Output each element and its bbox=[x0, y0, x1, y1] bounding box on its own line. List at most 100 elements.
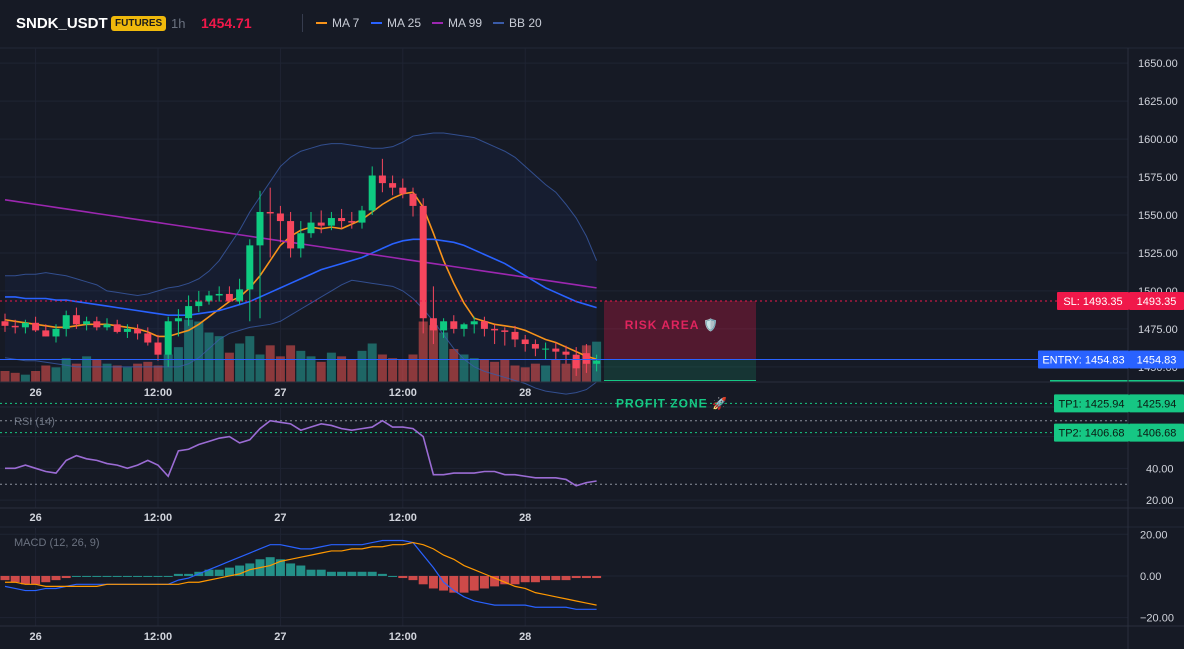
macd-histogram-bar bbox=[184, 573, 194, 576]
time-tick-label: 26 bbox=[29, 512, 41, 524]
candle-body bbox=[83, 321, 91, 325]
candle-body bbox=[419, 205, 427, 319]
candle-body bbox=[103, 324, 111, 328]
legend-ma7[interactable]: MA 7 bbox=[316, 16, 359, 30]
macd-histogram-bar bbox=[214, 569, 224, 576]
volume-bar bbox=[143, 361, 153, 382]
candle-body bbox=[562, 351, 570, 355]
macd-histogram-bar bbox=[469, 575, 479, 591]
macd-histogram-bar bbox=[82, 575, 92, 577]
candle-body bbox=[195, 301, 203, 307]
time-tick-label: 12:00 bbox=[389, 631, 417, 643]
candle-body bbox=[501, 330, 509, 332]
candle-body bbox=[144, 333, 152, 343]
candle-body bbox=[123, 328, 131, 332]
price-tick-label: 1650.00 bbox=[1138, 58, 1178, 70]
sl-tag: SL: 1493.35 bbox=[1063, 296, 1122, 308]
futures-badge: FUTURES bbox=[111, 16, 167, 31]
candle-body bbox=[582, 353, 590, 364]
macd-histogram-bar bbox=[510, 575, 520, 585]
candle-body bbox=[205, 295, 213, 302]
overlay-line-bb-upper bbox=[5, 132, 598, 296]
volume-bar bbox=[551, 360, 561, 382]
macd-histogram-bar bbox=[265, 557, 275, 576]
macd-histogram-bar bbox=[367, 571, 377, 576]
volume-bar bbox=[490, 361, 500, 382]
volume-bar bbox=[133, 363, 143, 382]
macd-histogram-bar bbox=[296, 565, 306, 576]
timeframe-label[interactable]: 1h bbox=[171, 16, 186, 31]
volume-bar bbox=[224, 352, 234, 382]
candle-body bbox=[154, 342, 162, 355]
price-tags: SL: 1493.35 1493.35 ENTRY: 1454.83 1454.83 T… bbox=[1038, 292, 1184, 442]
macd-line-macd bbox=[4, 539, 597, 610]
candle-body bbox=[256, 211, 264, 246]
symbol-name[interactable]: SNDK_USDT bbox=[16, 15, 108, 32]
volume-bar bbox=[520, 367, 530, 382]
price-tick-label: 1575.00 bbox=[1138, 172, 1178, 184]
macd-histogram-bar bbox=[143, 575, 153, 577]
candle-body bbox=[93, 321, 101, 328]
time-tick-label: 28 bbox=[519, 387, 531, 399]
macd-tick-label: 20.00 bbox=[1140, 529, 1168, 541]
price-tick-label: 1550.00 bbox=[1138, 210, 1178, 222]
candle-body bbox=[542, 348, 550, 350]
macd-histogram-bar bbox=[479, 575, 489, 589]
macd-histogram-bar bbox=[398, 575, 408, 579]
macd-histogram-bar bbox=[10, 575, 20, 583]
time-tick-label: 12:00 bbox=[389, 387, 417, 399]
macd-histogram-bar bbox=[561, 575, 571, 581]
candle-body bbox=[42, 330, 50, 337]
macd-histogram-bar bbox=[51, 575, 61, 581]
bollinger-band-area bbox=[5, 133, 597, 395]
candle-body bbox=[307, 222, 315, 234]
macd-histogram-bar bbox=[337, 571, 347, 576]
macd-histogram-bar bbox=[347, 571, 357, 576]
candle-body bbox=[113, 324, 121, 332]
volume-bar bbox=[367, 343, 377, 382]
candle-body bbox=[236, 289, 244, 302]
volume-bar bbox=[388, 358, 398, 382]
macd-histogram-bar bbox=[71, 575, 81, 577]
candle-body bbox=[460, 324, 468, 329]
candle-body bbox=[246, 245, 254, 290]
macd-histogram-bar bbox=[92, 575, 102, 577]
volume-bar bbox=[326, 352, 336, 382]
time-tick-label: 28 bbox=[519, 631, 531, 643]
macd-title: MACD (12, 26, 9) bbox=[14, 537, 100, 549]
volume-bar bbox=[337, 356, 347, 382]
legend-bb20[interactable]: BB 20 bbox=[493, 16, 542, 30]
volume-bar bbox=[61, 358, 71, 382]
volume-bar bbox=[82, 356, 92, 382]
candle-body bbox=[52, 328, 60, 337]
macd-histogram-bar bbox=[286, 563, 296, 576]
entry-axis-tag: 1454.83 bbox=[1137, 354, 1177, 366]
rsi-title: RSI (14) bbox=[14, 416, 55, 428]
macd-histogram-bar bbox=[41, 575, 51, 583]
macd-histogram-bar bbox=[357, 571, 367, 576]
macd-histogram-bar bbox=[490, 575, 500, 587]
entry-tag-bg bbox=[1038, 350, 1129, 369]
legend-ma25[interactable]: MA 25 bbox=[371, 16, 421, 30]
macd-histogram-bar bbox=[316, 569, 326, 576]
candle-body bbox=[429, 318, 437, 331]
macd-histogram-bar bbox=[224, 567, 234, 576]
rsi-panel: RSI (14) bbox=[0, 416, 1128, 487]
time-tick-label: 28 bbox=[519, 512, 531, 524]
macd-histogram-bar bbox=[581, 575, 591, 579]
candle-body bbox=[266, 211, 274, 214]
macd-histogram-bar bbox=[102, 575, 112, 577]
risk-area-box bbox=[604, 301, 756, 360]
legend-ma99[interactable]: MA 99 bbox=[432, 16, 482, 30]
axes: 1650.00 1625.00 1600.00 1575.00 1550.00 1525.… bbox=[0, 48, 1184, 649]
macd-histogram-bar bbox=[235, 565, 245, 576]
candle-body bbox=[399, 187, 407, 194]
tp2-axis-tag-bg bbox=[1129, 423, 1184, 442]
candle-body bbox=[185, 306, 193, 319]
candle-body bbox=[358, 210, 366, 223]
macd-histogram-bar bbox=[408, 575, 418, 581]
macd-histogram-bar bbox=[306, 569, 316, 576]
candle-body bbox=[389, 183, 397, 188]
candle-body bbox=[276, 213, 284, 222]
